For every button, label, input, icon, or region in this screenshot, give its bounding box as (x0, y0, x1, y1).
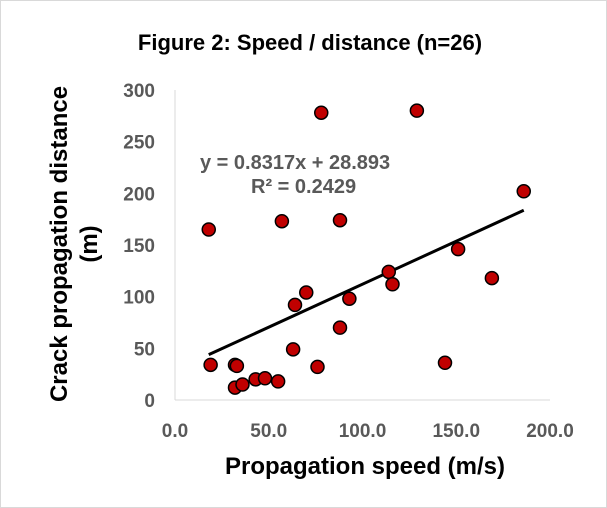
data-point (285, 342, 301, 357)
data-point (299, 285, 314, 300)
y-tick-label: 150 (123, 236, 155, 257)
data-point (201, 222, 216, 237)
data-point (332, 212, 348, 228)
y-tick-label: 250 (123, 133, 155, 154)
r-squared-label: R² = 0.2429 (251, 176, 356, 198)
data-point (342, 291, 357, 306)
data-point (287, 297, 303, 313)
x-tick-label: 0.0 (162, 421, 188, 442)
tick-labels: 0.0 50.0 100.0 150.0 200.0 0 50 100 150 200 250 300 (123, 81, 573, 442)
data-point (516, 184, 531, 199)
x-tick-label: 100.0 (339, 421, 387, 442)
data-points (201, 103, 531, 395)
data-point (257, 371, 273, 386)
x-axis-title: Propagation speed (m/s) (225, 453, 505, 480)
x-tick-label: 200.0 (526, 421, 574, 442)
data-point (314, 105, 329, 120)
y-axis-title-line-2: (m) (76, 225, 103, 262)
data-point (274, 213, 290, 229)
y-axis-title-line-1: Crack propagation distance (46, 86, 73, 402)
data-point (409, 103, 425, 118)
data-point (332, 320, 348, 335)
data-point (385, 277, 400, 292)
data-point (235, 377, 250, 392)
data-point (437, 355, 453, 371)
data-point (229, 358, 245, 374)
data-point (484, 270, 500, 286)
x-tick-label: 50.0 (250, 421, 287, 442)
data-point (381, 264, 396, 280)
y-tick-label: 200 (123, 184, 155, 205)
data-point (310, 359, 325, 375)
y-tick-label: 0 (144, 391, 155, 412)
y-tick-label: 100 (123, 288, 155, 309)
y-tick-label: 300 (123, 81, 155, 102)
trendline (208, 208, 525, 357)
data-point (270, 374, 286, 389)
data-point (203, 357, 218, 373)
axes (174, 90, 550, 401)
trendline-equation: y = 0.8317x + 28.893 (200, 152, 390, 174)
x-tick-label: 150.0 (432, 421, 480, 442)
y-tick-label: 50 (134, 339, 155, 360)
data-point (450, 241, 466, 257)
chart-title: Figure 2: Speed / distance (n=26) (137, 30, 483, 55)
